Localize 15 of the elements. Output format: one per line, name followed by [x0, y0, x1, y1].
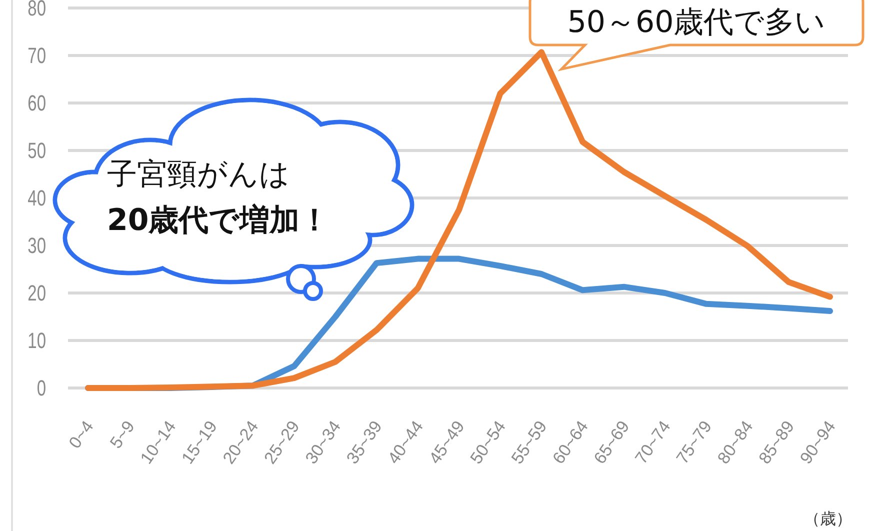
y-tick-label: 10: [28, 328, 46, 354]
y-tick-label: 80: [28, 0, 46, 22]
x-tick-label: 5~9: [106, 417, 138, 452]
annotation: 子宮頸がんは: [107, 157, 290, 192]
text: （歳）: [804, 509, 852, 528]
x-tick-label: 0~4: [65, 417, 98, 452]
y-tick-label: 30: [28, 234, 46, 259]
annotation: 20歳代で増加！: [107, 203, 330, 238]
y-tick-label: 20: [28, 281, 46, 306]
y-tick-label: 60: [28, 91, 46, 116]
y-tick-label: 40: [28, 186, 46, 212]
y-tick-label: 0: [36, 376, 46, 402]
y-tick-label: 70: [28, 44, 46, 69]
annotation: 50～60歳代で多い: [567, 5, 826, 40]
y-tick-label: 50: [28, 138, 46, 164]
